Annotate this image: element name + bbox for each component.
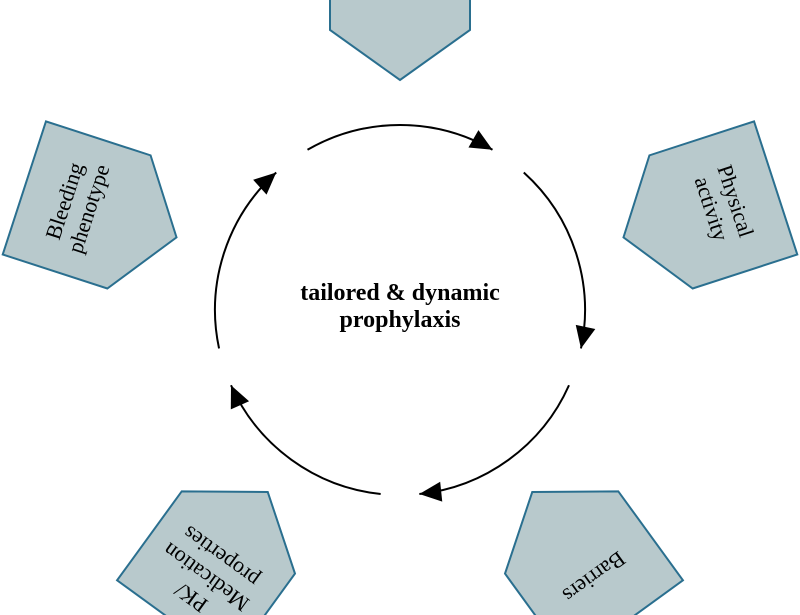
node-bleeding-phenotype: Bleedingphenotype [3,121,198,304]
node-barriers: Barriers [476,451,683,615]
ring-arc [231,385,381,494]
node-joint-status: Jointstatus [330,0,470,80]
ring-arrowhead [571,325,595,351]
node-pk-medication: PK/Medicationproperties [117,451,324,615]
node-physical-activity: Physicalactivity [602,121,797,304]
center-label-line2: prophylaxis [250,307,550,334]
ring-arrowhead [468,130,497,158]
ring-arc [308,125,493,150]
ring-arrowhead [222,381,249,409]
ring-arc [419,385,569,494]
center-label: tailored & dynamic prophylaxis [250,280,550,334]
cycle-diagram: Jointstatus Physicalactivity Barriers PK/Me… [0,0,800,615]
center-label-line1: tailored & dynamic [250,280,550,307]
ring-arrowhead [418,482,442,504]
